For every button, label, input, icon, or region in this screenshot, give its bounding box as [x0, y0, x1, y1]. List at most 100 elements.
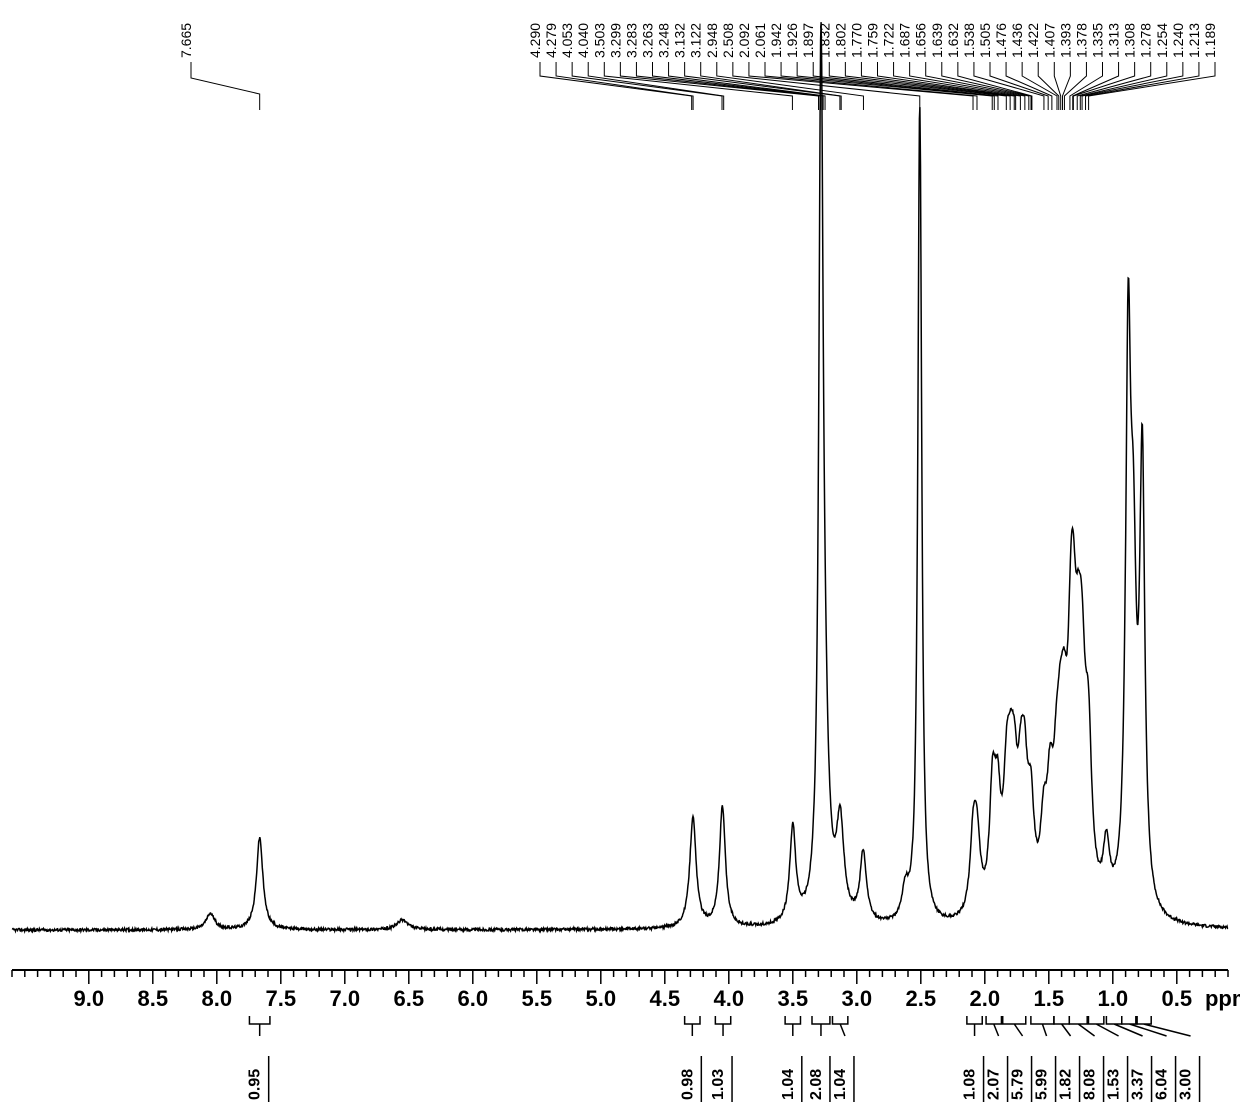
integral-label: 1.04: [832, 1069, 849, 1100]
integral-label: 8.08: [1082, 1069, 1099, 1100]
peak-label: 1.802: [832, 23, 848, 58]
peak-label: 1.278: [1138, 23, 1154, 58]
integral-bracket: [967, 1016, 982, 1036]
integral-label: 1.08: [962, 1069, 979, 1100]
integral-bracket: [715, 1016, 730, 1036]
peak-connector: [1089, 62, 1215, 110]
peak-label: 3.263: [640, 23, 656, 58]
integral-bracket: [812, 1016, 830, 1036]
peak-connector: [1073, 62, 1119, 110]
peak-label: 1.213: [1186, 23, 1202, 58]
x-major-label: 0.5: [1162, 986, 1193, 1011]
x-major-label: 1.0: [1098, 986, 1129, 1011]
integral-label: 3.37: [1130, 1069, 1147, 1100]
peak-label: 1.722: [881, 23, 897, 58]
peak-label: 1.378: [1073, 23, 1089, 58]
integral-bracket: [1088, 1016, 1118, 1036]
nmr-spectrum-figure: 9.08.58.07.57.06.56.05.55.04.54.03.53.02…: [0, 0, 1240, 1117]
peak-label: 1.770: [848, 23, 864, 58]
peak-label: 1.476: [993, 23, 1009, 58]
peak-label: 3.299: [607, 23, 623, 58]
integral-bracket: [1003, 1016, 1026, 1036]
peak-connector: [1064, 62, 1086, 110]
peak-label: 1.505: [977, 23, 993, 58]
peak-label: 1.436: [1009, 23, 1025, 58]
integral-label: 1.04: [780, 1069, 797, 1100]
spectrum-trace: [12, 22, 1228, 931]
peak-label: 1.632: [945, 23, 961, 58]
peak-label: 1.897: [800, 23, 816, 58]
integral-bracket: [1054, 1016, 1071, 1036]
integral-bracket: [832, 1016, 847, 1036]
x-major-label: 8.5: [138, 986, 169, 1011]
peak-connector: [1082, 62, 1183, 110]
x-major-label: 1.5: [1034, 986, 1065, 1011]
integral-label: 0.98: [679, 1069, 696, 1100]
integral-label: 2.07: [986, 1069, 1003, 1100]
peak-label: 3.122: [688, 23, 704, 58]
integral-bracket: [785, 1016, 800, 1036]
peak-label: 4.040: [575, 23, 591, 58]
peak-connector: [685, 62, 840, 110]
peak-connector: [894, 62, 1021, 110]
peak-connector: [588, 62, 723, 110]
integral-label: 5.79: [1010, 1069, 1027, 1100]
x-major-label: 6.0: [458, 986, 489, 1011]
peak-label: 1.422: [1025, 23, 1041, 58]
x-major-label: 7.5: [266, 986, 297, 1011]
peak-connector: [556, 62, 693, 110]
integral-label: 1.03: [710, 1069, 727, 1100]
x-axis-unit-label: ppm: [1205, 986, 1240, 1011]
integral-label: 0.95: [247, 1069, 264, 1100]
integral-bracket: [1136, 1016, 1191, 1036]
peak-label: 1.832: [816, 23, 832, 58]
x-major-label: 2.0: [970, 986, 1001, 1011]
peak-label: 4.053: [559, 23, 575, 58]
peak-label: 1.759: [865, 23, 881, 58]
peak-label: 2.508: [720, 23, 736, 58]
nmr-svg-canvas: 9.08.58.07.57.06.56.05.55.04.54.03.53.02…: [0, 0, 1240, 1117]
peak-label: 1.687: [897, 23, 913, 58]
x-major-label: 4.5: [650, 986, 681, 1011]
x-major-label: 4.0: [714, 986, 745, 1011]
peak-label: 1.407: [1041, 23, 1057, 58]
x-major-label: 2.5: [906, 986, 937, 1011]
peak-connector: [1062, 62, 1070, 110]
integral-label: 5.99: [1034, 1069, 1051, 1100]
integral-bracket: [986, 1016, 1001, 1036]
peak-label: 1.942: [768, 23, 784, 58]
peak-label: 2.948: [704, 23, 720, 58]
integral-label: 2.08: [808, 1069, 825, 1100]
x-major-label: 3.0: [842, 986, 873, 1011]
x-major-label: 5.0: [586, 986, 617, 1011]
peak-connector: [1054, 62, 1060, 110]
peak-label: 3.248: [656, 23, 672, 58]
peak-label: 1.308: [1122, 23, 1138, 58]
peak-label: 3.283: [623, 23, 639, 58]
integral-label: 6.04: [1154, 1069, 1171, 1100]
x-major-label: 7.0: [330, 986, 361, 1011]
peak-label: 1.313: [1106, 23, 1122, 58]
peak-label: 1.254: [1154, 23, 1170, 58]
integral-label: 1.82: [1058, 1069, 1075, 1100]
x-major-label: 6.5: [394, 986, 425, 1011]
peak-label: 4.290: [527, 23, 543, 58]
integral-bracket: [1031, 1016, 1054, 1036]
peak-label: 7.665: [178, 23, 194, 58]
peak-label: 2.092: [736, 23, 752, 58]
peak-label: 1.926: [784, 23, 800, 58]
peak-label: 1.393: [1057, 23, 1073, 58]
peak-label: 1.189: [1202, 23, 1218, 58]
peak-label: 1.538: [961, 23, 977, 58]
peak-label: 4.279: [543, 23, 559, 58]
integral-label: 3.00: [1178, 1069, 1195, 1100]
x-major-label: 9.0: [74, 986, 105, 1011]
integral-bracket: [1069, 1016, 1094, 1036]
peak-label: 3.503: [591, 23, 607, 58]
peak-label: 3.132: [672, 23, 688, 58]
integral-bracket: [685, 1016, 700, 1036]
integral-label: 1.53: [1106, 1069, 1123, 1100]
x-major-label: 5.5: [522, 986, 553, 1011]
integral-bracket: [1122, 1016, 1167, 1036]
peak-label: 1.656: [913, 23, 929, 58]
